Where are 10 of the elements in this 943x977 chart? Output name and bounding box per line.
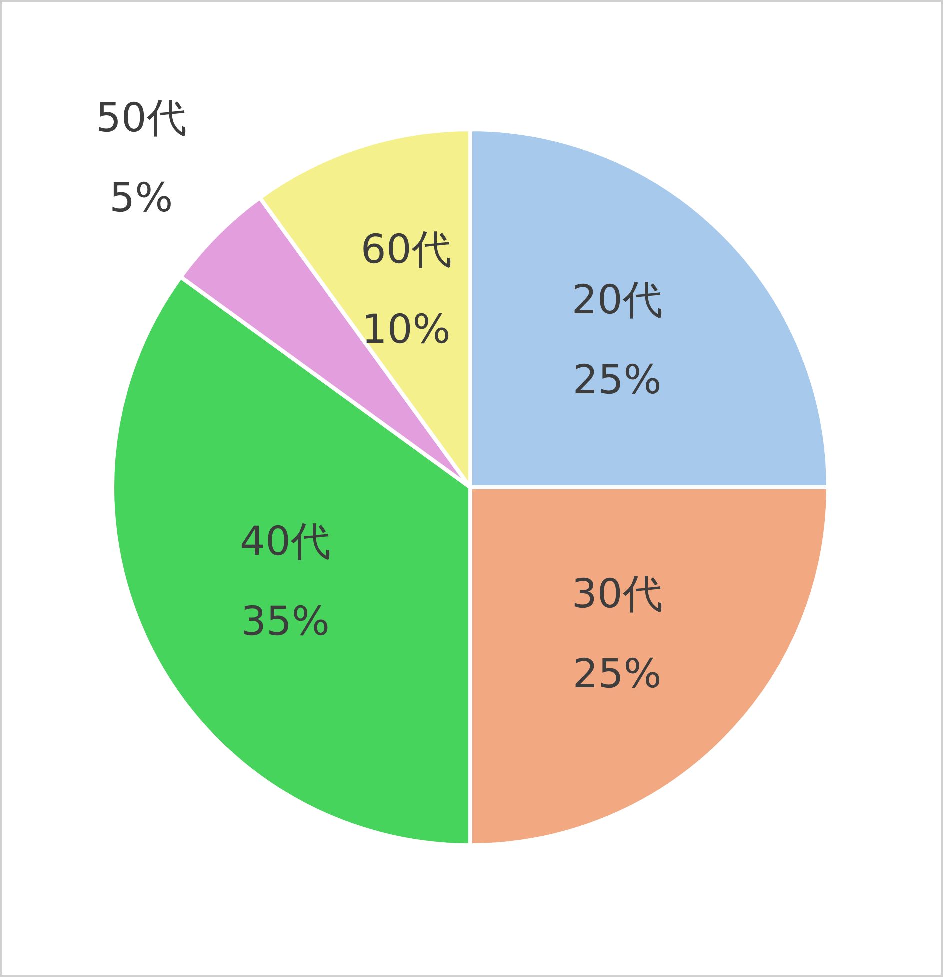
slice-label: 60代 bbox=[360, 227, 452, 274]
slice-label: 30代 bbox=[572, 571, 663, 618]
slice-label: 50代 bbox=[96, 95, 187, 142]
slice-label: 40代 bbox=[240, 518, 331, 565]
data-label: 25% bbox=[572, 358, 662, 404]
data-label: 10% bbox=[362, 307, 451, 354]
data-label: 5% bbox=[110, 175, 174, 222]
slice-label: 20代 bbox=[572, 278, 663, 324]
data-label: 25% bbox=[572, 651, 662, 698]
data-label: 35% bbox=[241, 598, 330, 645]
